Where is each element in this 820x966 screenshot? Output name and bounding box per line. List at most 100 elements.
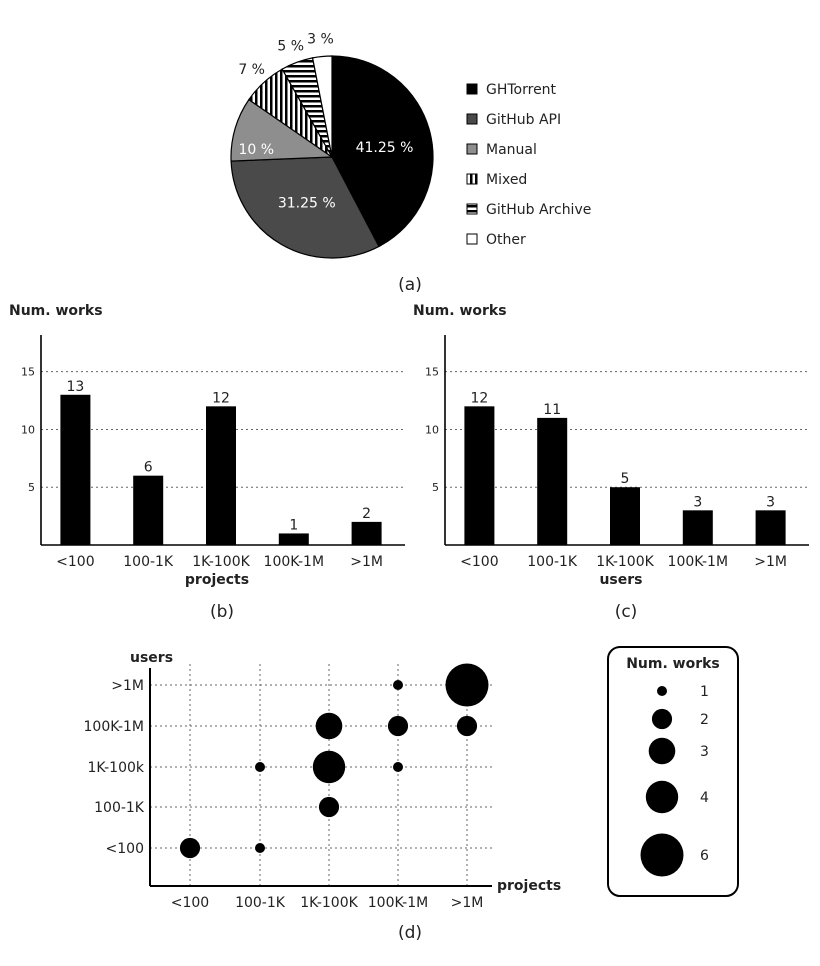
legend-label: Manual: [486, 142, 537, 158]
legend-label: Other: [486, 232, 526, 248]
bar-value-label: 12: [470, 390, 488, 406]
size-legend-label: 6: [700, 848, 709, 864]
x-tick-label: 1K-100K: [596, 554, 654, 570]
pie-slice: [331, 55, 434, 248]
bubble-point: [255, 762, 265, 772]
legend-swatch: [466, 203, 478, 215]
bar: [206, 406, 236, 545]
legend-label: GitHub Archive: [486, 202, 591, 218]
x-tick-label: >1M: [350, 554, 383, 570]
y-tick-label: 5: [432, 481, 439, 494]
size-legend-label: 3: [700, 744, 709, 760]
pie-legend: GHTorrent GitHub API Manual Mixed GitHub Arc…: [466, 82, 591, 248]
caption-d: (d): [398, 923, 422, 943]
y-tick-label: 100K-1M: [84, 719, 144, 735]
bar: [610, 487, 640, 545]
y-tick-label: 5: [28, 481, 35, 494]
legend-label: Mixed: [486, 172, 527, 188]
bubble-point: [445, 663, 489, 707]
x-axis-title: projects: [185, 572, 249, 588]
x-tick-label: 1K-100K: [192, 554, 250, 570]
bar-value-label: 5: [621, 471, 630, 487]
y-tick-label: 1K-100k: [88, 760, 145, 776]
bubble-point: [393, 680, 403, 690]
x-tick-label: 100-1K: [527, 554, 578, 570]
bar: [60, 394, 91, 545]
pie-slice-label: 31.25 %: [278, 195, 336, 211]
legend-label: GitHub API: [486, 112, 561, 128]
bar-value-label: 12: [212, 390, 230, 406]
pie-chart: 41.25 % 31.25 % 10 % 7 % 5 % 3 %: [230, 32, 434, 259]
x-tick-label: 100-1K: [235, 895, 286, 911]
legend-swatch: [466, 173, 478, 185]
bar-value-label: 1: [289, 517, 298, 533]
x-tick-label: 100-1K: [123, 554, 174, 570]
bar-chart-users: 5 10 15 12 <100 11 100-1K 5 1K-100K 3 100K-1M 3 >1M N…: [413, 303, 809, 588]
size-legend-label: 2: [700, 712, 709, 728]
bubble-point: [315, 712, 343, 740]
size-legend-circle: [651, 708, 673, 730]
x-tick-label: <100: [171, 895, 209, 911]
x-axis-title: users: [599, 572, 642, 588]
bar-value-label: 3: [693, 494, 702, 510]
x-tick-label: >1M: [754, 554, 787, 570]
pie-slice-label: 5 %: [277, 38, 304, 54]
size-legend-circle: [657, 686, 667, 696]
bubble-chart: <100 100-1K 1K-100K 100K-1M >1M <100 100-1K 1K-…: [84, 650, 562, 911]
size-legend-circle: [645, 780, 679, 814]
bubble-point: [312, 750, 346, 784]
bar: [682, 510, 713, 545]
size-legend-circle: [640, 833, 684, 877]
x-tick-label: 100K-1M: [368, 895, 428, 911]
x-axis-title: projects: [497, 878, 561, 894]
legend-swatch: [466, 83, 478, 95]
size-legend-box: [607, 646, 739, 897]
legend-swatch: [466, 143, 478, 155]
y-tick-label: 10: [425, 423, 439, 436]
size-legend-circle: [648, 737, 676, 765]
x-tick-label: 1K-100K: [300, 895, 358, 911]
pie-slice-label: 7 %: [238, 62, 265, 78]
y-axis-title: Num. works: [413, 303, 507, 319]
legend-swatch: [466, 233, 478, 245]
legend-swatch: [466, 113, 478, 125]
bar-value-label: 2: [362, 506, 371, 522]
x-tick-label: <100: [460, 554, 498, 570]
pie-slice: [311, 55, 333, 158]
bubble-point: [255, 843, 265, 853]
caption-c: (c): [615, 602, 638, 622]
size-legend-title: Num. works: [626, 656, 720, 672]
x-tick-label: <100: [56, 554, 94, 570]
caption-b: (b): [210, 602, 234, 622]
bar: [351, 521, 382, 545]
y-tick-label: 15: [21, 366, 35, 379]
bubble-point: [456, 715, 478, 737]
bar: [133, 475, 164, 545]
bubble-point: [179, 837, 201, 859]
y-tick-label: >1M: [111, 678, 144, 694]
pie-slice: [230, 156, 380, 259]
x-tick-label: 100K-1M: [668, 554, 728, 570]
bar-value-label: 6: [144, 460, 153, 476]
bar-chart-projects: 5 10 15 13 <100 6 100-1K 12 1K-100K 1 100K-1M 2 >1M N…: [9, 303, 405, 588]
bar-value-label: 13: [66, 379, 84, 395]
pie-slice-label: 3 %: [307, 32, 334, 48]
bar-value-label: 3: [766, 494, 775, 510]
bubble-point: [387, 715, 409, 737]
legend-label: GHTorrent: [486, 82, 557, 98]
y-tick-label: <100: [106, 841, 144, 857]
y-axis-title: Num. works: [9, 303, 103, 319]
caption-a: (a): [398, 275, 422, 295]
y-axis-title: users: [130, 650, 173, 666]
bubble-point: [393, 762, 403, 772]
size-legend: Num. works 1 2 3 4 6: [626, 656, 720, 877]
bar: [464, 406, 495, 545]
bar: [278, 533, 309, 545]
y-tick-label: 100-1K: [94, 800, 145, 816]
x-tick-label: >1M: [451, 895, 484, 911]
pie-slice-label: 10 %: [238, 142, 274, 158]
y-tick-label: 10: [21, 423, 35, 436]
pie-slice-label: 41.25 %: [356, 140, 414, 156]
bar-value-label: 11: [543, 402, 561, 418]
